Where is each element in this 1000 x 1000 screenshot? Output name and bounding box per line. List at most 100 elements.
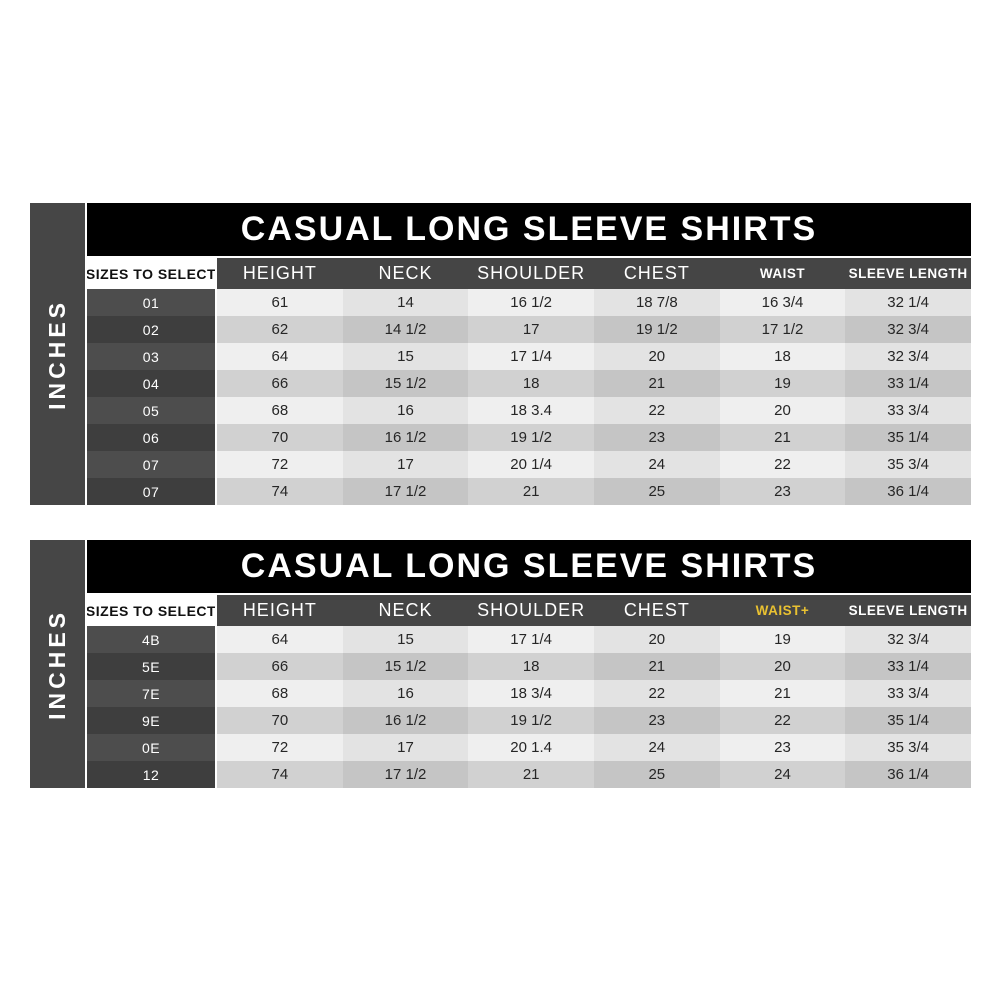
measurement-cell: 17 <box>342 451 469 478</box>
column-header-waist-: WAIST+ <box>719 595 846 626</box>
measurement-cell: 64 <box>217 626 343 653</box>
measurement-cell: 14 1/2 <box>342 316 469 343</box>
table-row: 9E 70 16 1/2 19 1/2 23 22 35 1/4 <box>87 707 971 734</box>
table-row: 5E 66 15 1/2 18 21 20 33 1/4 <box>87 653 971 680</box>
size-cell: 7E <box>87 680 217 707</box>
column-header-height: HEIGHT <box>217 258 343 289</box>
measurement-cell: 19 1/2 <box>593 316 720 343</box>
measurement-cell: 20 <box>719 653 846 680</box>
chart-title: CASUAL LONG SLEEVE SHIRTS <box>87 540 971 593</box>
measurement-cell: 72 <box>217 451 343 478</box>
table-body: 01 61 14 16 1/2 18 7/8 16 3/4 32 1/4 02 62 14 1/2… <box>87 289 971 505</box>
measurement-cell: 24 <box>593 734 720 761</box>
column-header-chest: CHEST <box>593 595 720 626</box>
measurement-cell: 21 <box>468 478 594 505</box>
table-header-row: SIZES TO SELECT HEIGHT NECK SHOULDER CHEST WA… <box>87 595 971 626</box>
units-label: INCHES <box>44 298 70 410</box>
measurement-cell: 74 <box>217 761 343 788</box>
table-body: 4B 64 15 17 1/4 20 19 32 3/4 5E 66 15 1/2 18 21 20 33… <box>87 626 971 788</box>
measurement-cell: 24 <box>719 761 846 788</box>
size-chart-table-bottom: INCHES CASUAL LONG SLEEVE SHIRTS SIZES T… <box>30 540 971 788</box>
size-cell: 02 <box>87 316 217 343</box>
measurement-cell: 21 <box>468 761 594 788</box>
measurement-cell: 15 <box>342 626 469 653</box>
measurement-cell: 20 <box>593 343 720 370</box>
size-cell: 01 <box>87 289 217 316</box>
measurement-cell: 24 <box>593 451 720 478</box>
table-row: 07 74 17 1/2 21 25 23 36 1/4 <box>87 478 971 505</box>
measurement-cell: 17 1/2 <box>342 478 469 505</box>
measurement-cell: 21 <box>719 424 846 451</box>
measurement-cell: 35 3/4 <box>845 734 971 761</box>
table-row: 12 74 17 1/2 21 25 24 36 1/4 <box>87 761 971 788</box>
measurement-cell: 17 <box>342 734 469 761</box>
measurement-cell: 23 <box>719 478 846 505</box>
size-cell: 07 <box>87 478 217 505</box>
measurement-cell: 33 3/4 <box>845 397 971 424</box>
table-row: 03 64 15 17 1/4 20 18 32 3/4 <box>87 343 971 370</box>
measurement-cell: 22 <box>593 397 720 424</box>
measurement-cell: 70 <box>217 707 343 734</box>
measurement-cell: 32 1/4 <box>845 289 971 316</box>
size-cell: 04 <box>87 370 217 397</box>
measurement-cell: 20 <box>719 397 846 424</box>
measurement-cell: 25 <box>593 478 720 505</box>
measurement-cell: 15 <box>342 343 469 370</box>
chart-title: CASUAL LONG SLEEVE SHIRTS <box>87 203 971 256</box>
column-header-neck: NECK <box>342 258 469 289</box>
measurement-cell: 20 <box>593 626 720 653</box>
measurement-cell: 21 <box>719 680 846 707</box>
measurement-cell: 33 1/4 <box>845 653 971 680</box>
measurement-cell: 22 <box>593 680 720 707</box>
measurement-cell: 14 <box>342 289 469 316</box>
table-row: 02 62 14 1/2 17 19 1/2 17 1/2 32 3/4 <box>87 316 971 343</box>
measurement-cell: 17 1/4 <box>468 343 594 370</box>
size-cell: 03 <box>87 343 217 370</box>
measurement-cell: 19 1/2 <box>468 707 594 734</box>
units-sidebar: INCHES <box>30 540 85 788</box>
table-row: 04 66 15 1/2 18 21 19 33 1/4 <box>87 370 971 397</box>
measurement-cell: 16 1/2 <box>342 707 469 734</box>
size-cell: 9E <box>87 707 217 734</box>
table-row: 7E 68 16 18 3/4 22 21 33 3/4 <box>87 680 971 707</box>
measurement-cell: 35 1/4 <box>845 707 971 734</box>
measurement-cell: 74 <box>217 478 343 505</box>
measurement-cell: 19 1/2 <box>468 424 594 451</box>
measurement-cell: 18 <box>468 653 594 680</box>
measurement-cell: 25 <box>593 761 720 788</box>
measurement-cell: 23 <box>719 734 846 761</box>
sizes-to-select-header: SIZES TO SELECT <box>87 258 217 289</box>
measurement-cell: 16 1/2 <box>468 289 594 316</box>
size-cell: 07 <box>87 451 217 478</box>
table-row: 06 70 16 1/2 19 1/2 23 21 35 1/4 <box>87 424 971 451</box>
measurement-cell: 18 7/8 <box>593 289 720 316</box>
column-header-shoulder: SHOULDER <box>468 258 594 289</box>
measurement-cell: 64 <box>217 343 343 370</box>
measurement-cell: 61 <box>217 289 343 316</box>
column-header-neck: NECK <box>342 595 469 626</box>
measurement-cell: 16 <box>342 680 469 707</box>
measurement-cell: 23 <box>593 707 720 734</box>
measurement-cell: 68 <box>217 680 343 707</box>
measurement-cell: 15 1/2 <box>342 653 469 680</box>
measurement-cell: 21 <box>593 370 720 397</box>
size-cell: 4B <box>87 626 217 653</box>
measurement-cell: 36 1/4 <box>845 478 971 505</box>
measurement-cell: 36 1/4 <box>845 761 971 788</box>
measurement-cell: 32 3/4 <box>845 343 971 370</box>
measurement-cell: 22 <box>719 707 846 734</box>
units-label: INCHES <box>44 608 70 720</box>
measurement-cell: 17 1/2 <box>342 761 469 788</box>
measurement-cell: 18 <box>468 370 594 397</box>
size-cell: 05 <box>87 397 217 424</box>
table-row: 07 72 17 20 1/4 24 22 35 3/4 <box>87 451 971 478</box>
measurement-cell: 16 3/4 <box>719 289 846 316</box>
sizes-to-select-header: SIZES TO SELECT <box>87 595 217 626</box>
measurement-cell: 23 <box>593 424 720 451</box>
size-chart-table-top: INCHES CASUAL LONG SLEEVE SHIRTS SIZES T… <box>30 203 971 505</box>
column-header-sleeve-length: SLEEVE LENGTH <box>845 595 971 626</box>
column-header-waist: WAIST <box>719 258 846 289</box>
measurement-cell: 70 <box>217 424 343 451</box>
measurement-cell: 32 3/4 <box>845 316 971 343</box>
